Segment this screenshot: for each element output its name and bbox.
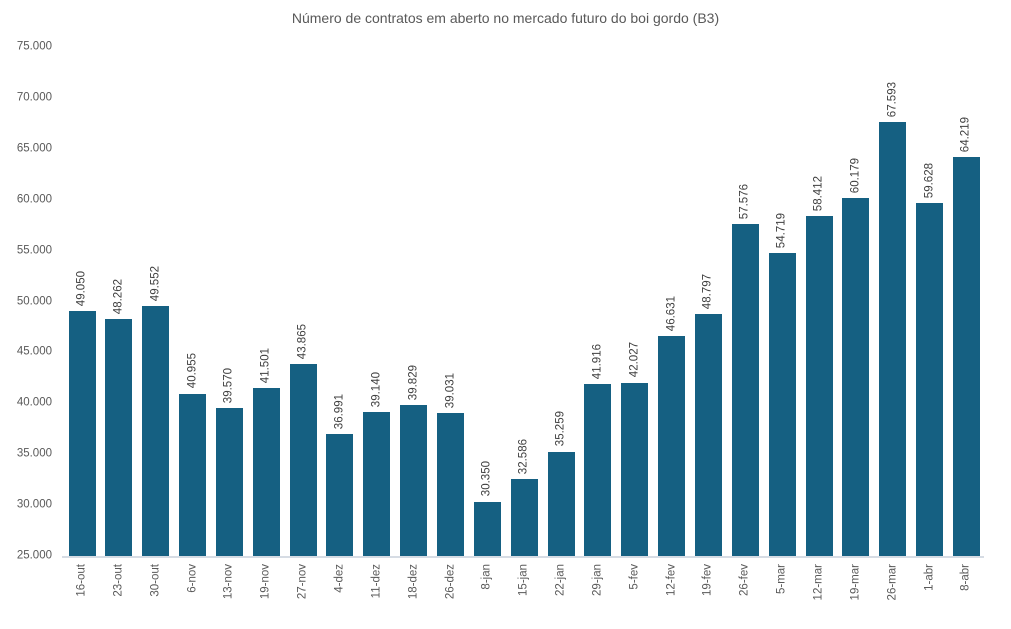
y-axis-tick-label: 65.000 xyxy=(16,142,52,155)
bar-value-label: 48.262 xyxy=(112,279,125,315)
bar-8-jan xyxy=(473,501,501,556)
bar-value-label: 67.593 xyxy=(885,82,898,118)
bar-value-label: 30.350 xyxy=(480,461,493,497)
bar-26-mar xyxy=(879,122,907,556)
bar-13-nov xyxy=(215,407,243,556)
bar-29-jan xyxy=(584,383,612,556)
y-axis-tick-label: 70.000 xyxy=(16,91,52,104)
bar-12-fev xyxy=(658,335,686,556)
bar-4-dez xyxy=(326,433,354,556)
y-axis-tick-label: 30.000 xyxy=(16,498,52,511)
bar-value-label: 60.179 xyxy=(849,157,862,193)
bar-12-mar xyxy=(805,215,833,556)
bar-value-label: 36.991 xyxy=(333,393,346,429)
x-axis-tick-label: 15-jan xyxy=(517,564,530,596)
bar-value-label: 41.501 xyxy=(259,347,272,384)
bar-value-label: 39.031 xyxy=(443,372,456,409)
y-axis-tick-label: 45.000 xyxy=(16,345,52,358)
y-axis-tick-label: 25.000 xyxy=(16,549,52,562)
bar-26-fev xyxy=(731,224,759,556)
bar-23-out xyxy=(105,319,133,556)
y-axis-tick-label: 75.000 xyxy=(16,40,52,53)
x-axis-tick-label: 4-dez xyxy=(333,564,346,593)
bar-16-out xyxy=(68,311,96,556)
x-axis-tick-label: 19-nov xyxy=(259,564,272,600)
x-axis-tick-label: 19-mar xyxy=(849,564,862,601)
bar-22-jan xyxy=(547,451,575,556)
chart-title: Número de contratos em aberto no mercado… xyxy=(291,10,720,26)
bar-5-fev xyxy=(621,382,649,556)
y-axis-tick-label: 35.000 xyxy=(16,447,52,460)
bar-19-nov xyxy=(252,388,280,556)
bar-value-label: 59.628 xyxy=(922,163,935,199)
bar-value-label: 54.719 xyxy=(775,213,788,249)
x-axis-tick-label: 5-fev xyxy=(628,564,640,590)
x-axis-tick-label: 12-fev xyxy=(664,564,677,596)
bar-value-label: 41.916 xyxy=(591,343,604,379)
x-axis-tick-label: 19-fev xyxy=(701,564,714,596)
y-axis-tick-label: 40.000 xyxy=(16,396,52,409)
x-axis-tick-label: 5-mar xyxy=(775,564,788,595)
x-axis-tick-label: 18-dez xyxy=(406,564,419,600)
x-axis-tick-label: 16-out xyxy=(75,564,88,597)
x-axis-tick-label: 30-out xyxy=(148,564,161,597)
bar-value-label: 35.259 xyxy=(554,411,567,447)
bar-30-out xyxy=(142,306,170,556)
x-axis-tick-label: 27-nov xyxy=(296,564,309,600)
x-axis-tick-label: 8-jan xyxy=(480,564,493,590)
bar-value-label: 48.797 xyxy=(701,273,714,309)
bar-15-jan xyxy=(510,478,538,556)
x-axis-tick-label: 26-dez xyxy=(443,564,456,600)
bar-value-label: 32.586 xyxy=(517,438,530,474)
x-axis-tick-label: 13-nov xyxy=(222,564,235,600)
x-axis-tick-label: 23-out xyxy=(112,564,125,597)
x-axis-tick-label: 1-abr xyxy=(922,564,935,591)
x-axis-tick-label: 11-dez xyxy=(370,564,383,599)
bar-8-abr xyxy=(952,156,980,556)
bar-value-label: 49.050 xyxy=(75,270,88,307)
bar-value-label: 39.829 xyxy=(406,364,419,401)
bar-27-nov xyxy=(289,363,317,556)
bar-1-abr xyxy=(916,203,944,556)
y-axis-tick-label: 50.000 xyxy=(16,294,52,307)
bar-value-label: 43.865 xyxy=(296,323,309,359)
bar-19-mar xyxy=(842,197,870,556)
bar-value-label: 39.570 xyxy=(222,367,235,403)
bar-value-label: 39.140 xyxy=(370,371,383,408)
y-axis-tick-label: 60.000 xyxy=(16,192,52,205)
x-axis-tick-label: 8-abr xyxy=(959,564,972,591)
x-axis-tick-label: 22-jan xyxy=(554,564,567,596)
bar-18-dez xyxy=(400,405,428,556)
bar-26-dez xyxy=(437,413,464,556)
x-axis-tick-label: 6-nov xyxy=(185,564,198,593)
bar-value-label: 64.219 xyxy=(959,116,972,152)
bar-value-label: 46.631 xyxy=(664,295,677,331)
x-axis-tick-label: 26-mar xyxy=(885,564,898,601)
x-axis-tick-label: 29-jan xyxy=(591,564,604,596)
bar-6-nov xyxy=(179,393,207,556)
bar-value-label: 42.027 xyxy=(628,342,640,378)
bar-value-label: 57.576 xyxy=(738,184,751,220)
bar-11-dez xyxy=(363,412,391,556)
bar-19-fev xyxy=(694,313,722,556)
x-axis-line xyxy=(62,556,984,558)
bar-value-label: 40.955 xyxy=(185,353,198,389)
y-axis-tick-label: 55.000 xyxy=(16,243,52,256)
bar-value-label: 49.552 xyxy=(148,265,161,302)
x-axis-tick-label: 26-fev xyxy=(738,564,751,596)
bar-5-mar xyxy=(768,253,796,556)
bar-value-label: 58.412 xyxy=(812,175,825,211)
x-axis-tick-label: 12-mar xyxy=(812,564,825,601)
